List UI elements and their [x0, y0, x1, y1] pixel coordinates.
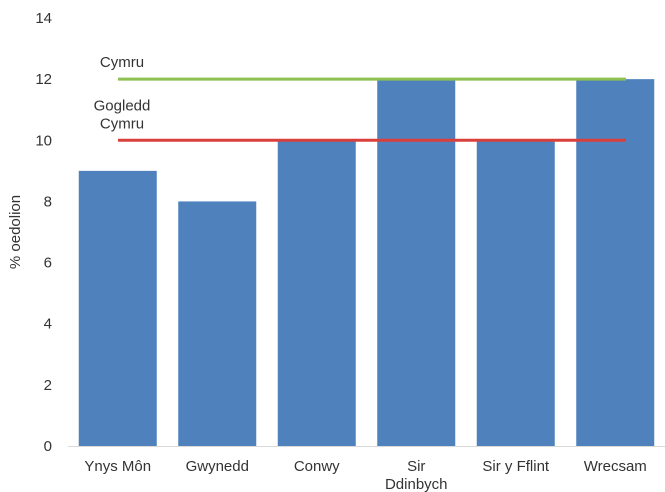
y-tick-label: 12: [35, 71, 52, 88]
y-tick-label: 0: [44, 438, 52, 455]
y-axis-ticks: 0 2 4 6 8 10 12 14: [35, 10, 52, 455]
y-tick-label: 14: [35, 10, 52, 27]
bar: [277, 140, 356, 447]
bar: [178, 201, 257, 446]
y-axis-label: % oedolion: [7, 195, 24, 269]
y-tick-label: 8: [44, 193, 52, 210]
reference-line-label: Gogledd: [94, 97, 151, 114]
reference-line-label: Cymru: [100, 54, 144, 71]
y-tick-label: 6: [44, 255, 52, 272]
y-tick-label: 2: [44, 377, 52, 394]
bar: [377, 79, 456, 447]
y-tick-label: 10: [35, 132, 52, 149]
bars: [78, 79, 655, 447]
reference-line-label: Cymru: [100, 115, 144, 132]
bar: [576, 79, 655, 447]
x-tick-label: Ynys Môn: [84, 458, 151, 475]
x-tick-label: Conwy: [294, 458, 340, 475]
x-tick-label: Sir: [407, 458, 425, 475]
x-tick-label: Sir y Fflint: [482, 458, 550, 475]
x-tick-label: Wrecsam: [584, 458, 647, 475]
x-tick-label: Ddinbych: [385, 476, 448, 492]
bar: [78, 170, 157, 446]
bar: [476, 140, 555, 447]
x-tick-label: Gwynedd: [186, 458, 249, 475]
y-tick-label: 4: [44, 316, 52, 333]
